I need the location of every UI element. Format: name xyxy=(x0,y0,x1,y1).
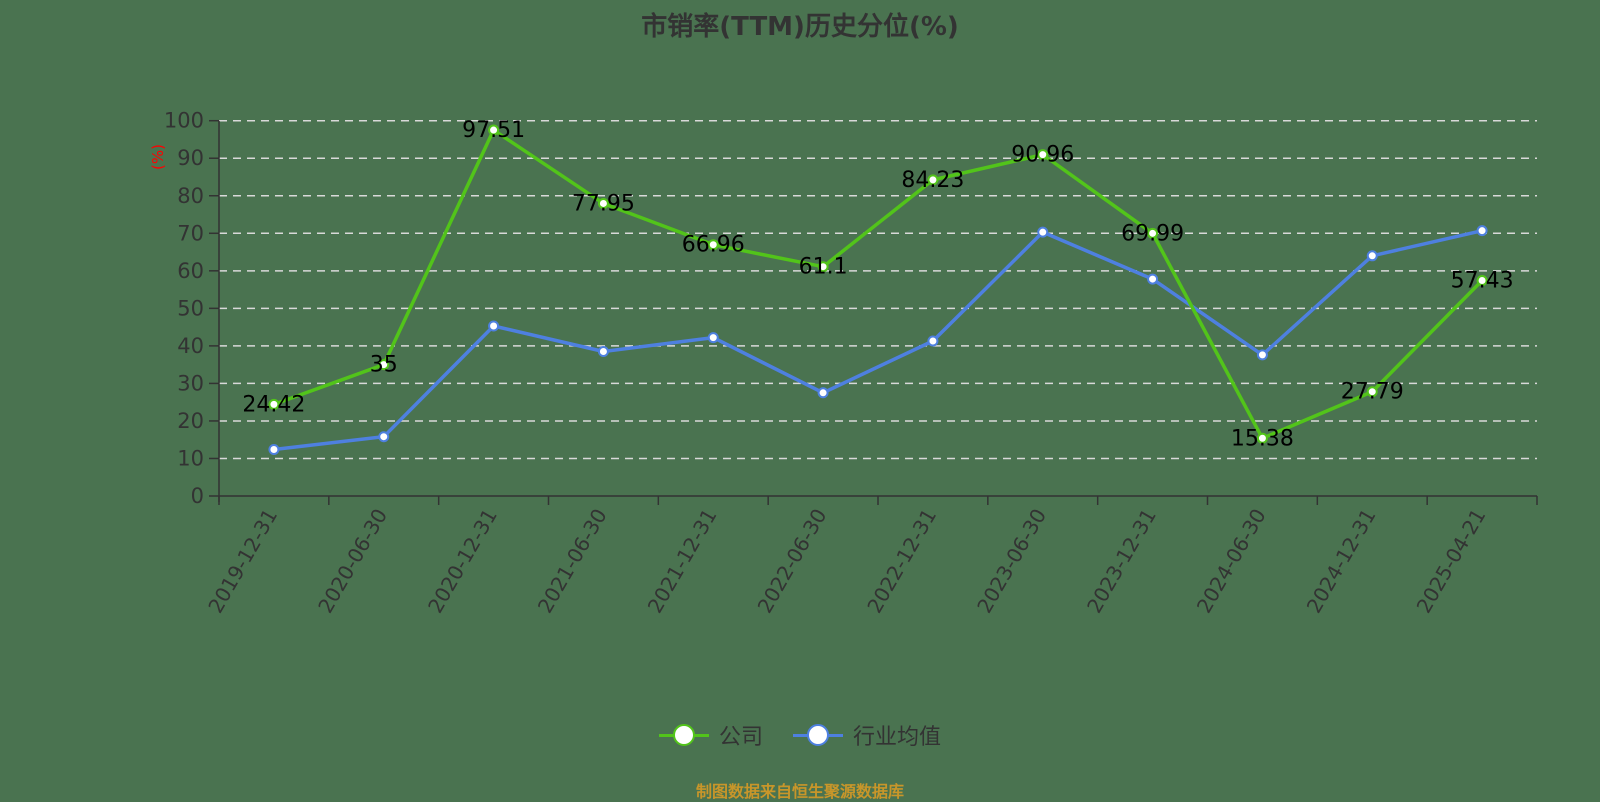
x-tick-label: 2019-12-31 xyxy=(203,505,282,618)
data-point-marker[interactable] xyxy=(1037,149,1049,161)
legend-label-company: 公司 xyxy=(718,725,763,750)
data-point-marker[interactable] xyxy=(927,174,939,186)
legend-marker-industry-icon xyxy=(793,723,843,747)
data-value-label: 90.96 xyxy=(1011,143,1074,168)
data-point-marker[interactable] xyxy=(378,431,390,443)
data-value-label: 66.96 xyxy=(682,233,745,258)
data-point-marker[interactable] xyxy=(707,332,719,344)
series-lines xyxy=(268,124,1488,455)
x-axis: 2019-12-31 2020-06-30 2020-12-31 2021-06-30… xyxy=(203,495,1538,618)
data-point-marker[interactable] xyxy=(817,261,829,273)
y-axis-unit-label: (%) xyxy=(149,144,167,170)
x-tick-label: 2024-12-31 xyxy=(1302,505,1381,618)
legend-marker-company-icon xyxy=(658,723,709,747)
data-value-label: 69.99 xyxy=(1121,221,1184,246)
data-point-marker[interactable] xyxy=(488,320,500,332)
data-labels: 24.42 35 97.51 77.95 66.96 61.1 84.23 90.96 69.9… xyxy=(242,118,1513,451)
x-tick-label: 2020-12-31 xyxy=(423,505,502,618)
x-tick-label: 2021-12-31 xyxy=(643,505,722,618)
data-value-label: 57.43 xyxy=(1451,268,1514,293)
y-tick-label: 20 xyxy=(177,409,204,433)
grid-lines xyxy=(219,119,1537,460)
chart-title: 市销率(TTM)历史分位(%) xyxy=(641,12,959,42)
data-point-marker[interactable] xyxy=(268,443,280,455)
data-value-label: 61.1 xyxy=(799,255,848,280)
x-tick-label: 2023-12-31 xyxy=(1082,505,1161,618)
data-point-marker[interactable] xyxy=(268,398,280,410)
data-value-label: 35 xyxy=(370,353,398,378)
x-tick-label: 2022-12-31 xyxy=(862,505,941,618)
data-point-marker[interactable] xyxy=(1256,432,1268,444)
legend-item-industry[interactable]: 行业均值 xyxy=(793,719,941,751)
y-tick-label: 50 xyxy=(177,296,204,320)
data-point-marker[interactable] xyxy=(1256,349,1268,361)
data-point-marker[interactable] xyxy=(707,239,719,251)
x-tick-label: 2022-06-30 xyxy=(753,505,832,618)
y-tick-label: 40 xyxy=(177,334,204,358)
data-value-label: 15.38 xyxy=(1231,426,1294,451)
data-point-marker[interactable] xyxy=(1476,225,1488,237)
data-point-marker[interactable] xyxy=(1147,227,1159,239)
data-value-label: 84.23 xyxy=(901,168,964,193)
x-tick-label: 2024-06-30 xyxy=(1192,505,1271,618)
y-tick-label: 0 xyxy=(191,484,204,508)
data-point-marker[interactable] xyxy=(1366,250,1378,262)
y-tick-label: 100 xyxy=(164,109,204,133)
data-point-marker[interactable] xyxy=(1476,274,1488,286)
data-point-marker[interactable] xyxy=(378,359,390,371)
data-value-label: 97.51 xyxy=(462,118,525,143)
data-point-marker[interactable] xyxy=(597,197,609,209)
y-axis: 0 10 20 30 40 50 60 70 80 90 100 xyxy=(164,109,220,508)
x-tick-label: 2023-06-30 xyxy=(972,505,1051,618)
data-point-marker[interactable] xyxy=(488,124,500,136)
x-tick-label: 2020-06-30 xyxy=(313,505,392,618)
y-tick-label: 70 xyxy=(177,221,204,245)
y-tick-label: 80 xyxy=(177,184,204,208)
y-tick-label: 30 xyxy=(177,371,204,395)
x-tick-label: 2025-04-21 xyxy=(1412,505,1491,618)
legend-item-company[interactable]: 公司 xyxy=(658,719,763,751)
data-value-label: 27.79 xyxy=(1341,380,1404,405)
legend: 公司 行业均值 xyxy=(0,719,1600,751)
data-value-label: 24.42 xyxy=(242,392,305,417)
y-tick-label: 90 xyxy=(177,146,204,170)
data-point-marker[interactable] xyxy=(597,346,609,358)
data-point-marker[interactable] xyxy=(817,387,829,399)
data-point-marker[interactable] xyxy=(927,335,939,347)
data-point-marker[interactable] xyxy=(1366,386,1378,398)
series-line xyxy=(273,228,1483,452)
data-source-footer: 制图数据来自恒生聚源数据库 xyxy=(695,782,904,801)
y-tick-label: 10 xyxy=(177,446,204,470)
x-tick-label: 2021-06-30 xyxy=(533,505,612,618)
data-value-label: 77.95 xyxy=(572,191,635,216)
data-point-marker[interactable] xyxy=(1037,226,1049,238)
legend-label-industry: 行业均值 xyxy=(853,725,942,750)
series-line xyxy=(273,128,1484,441)
data-point-marker[interactable] xyxy=(1147,273,1159,285)
y-tick-label: 60 xyxy=(177,259,204,283)
